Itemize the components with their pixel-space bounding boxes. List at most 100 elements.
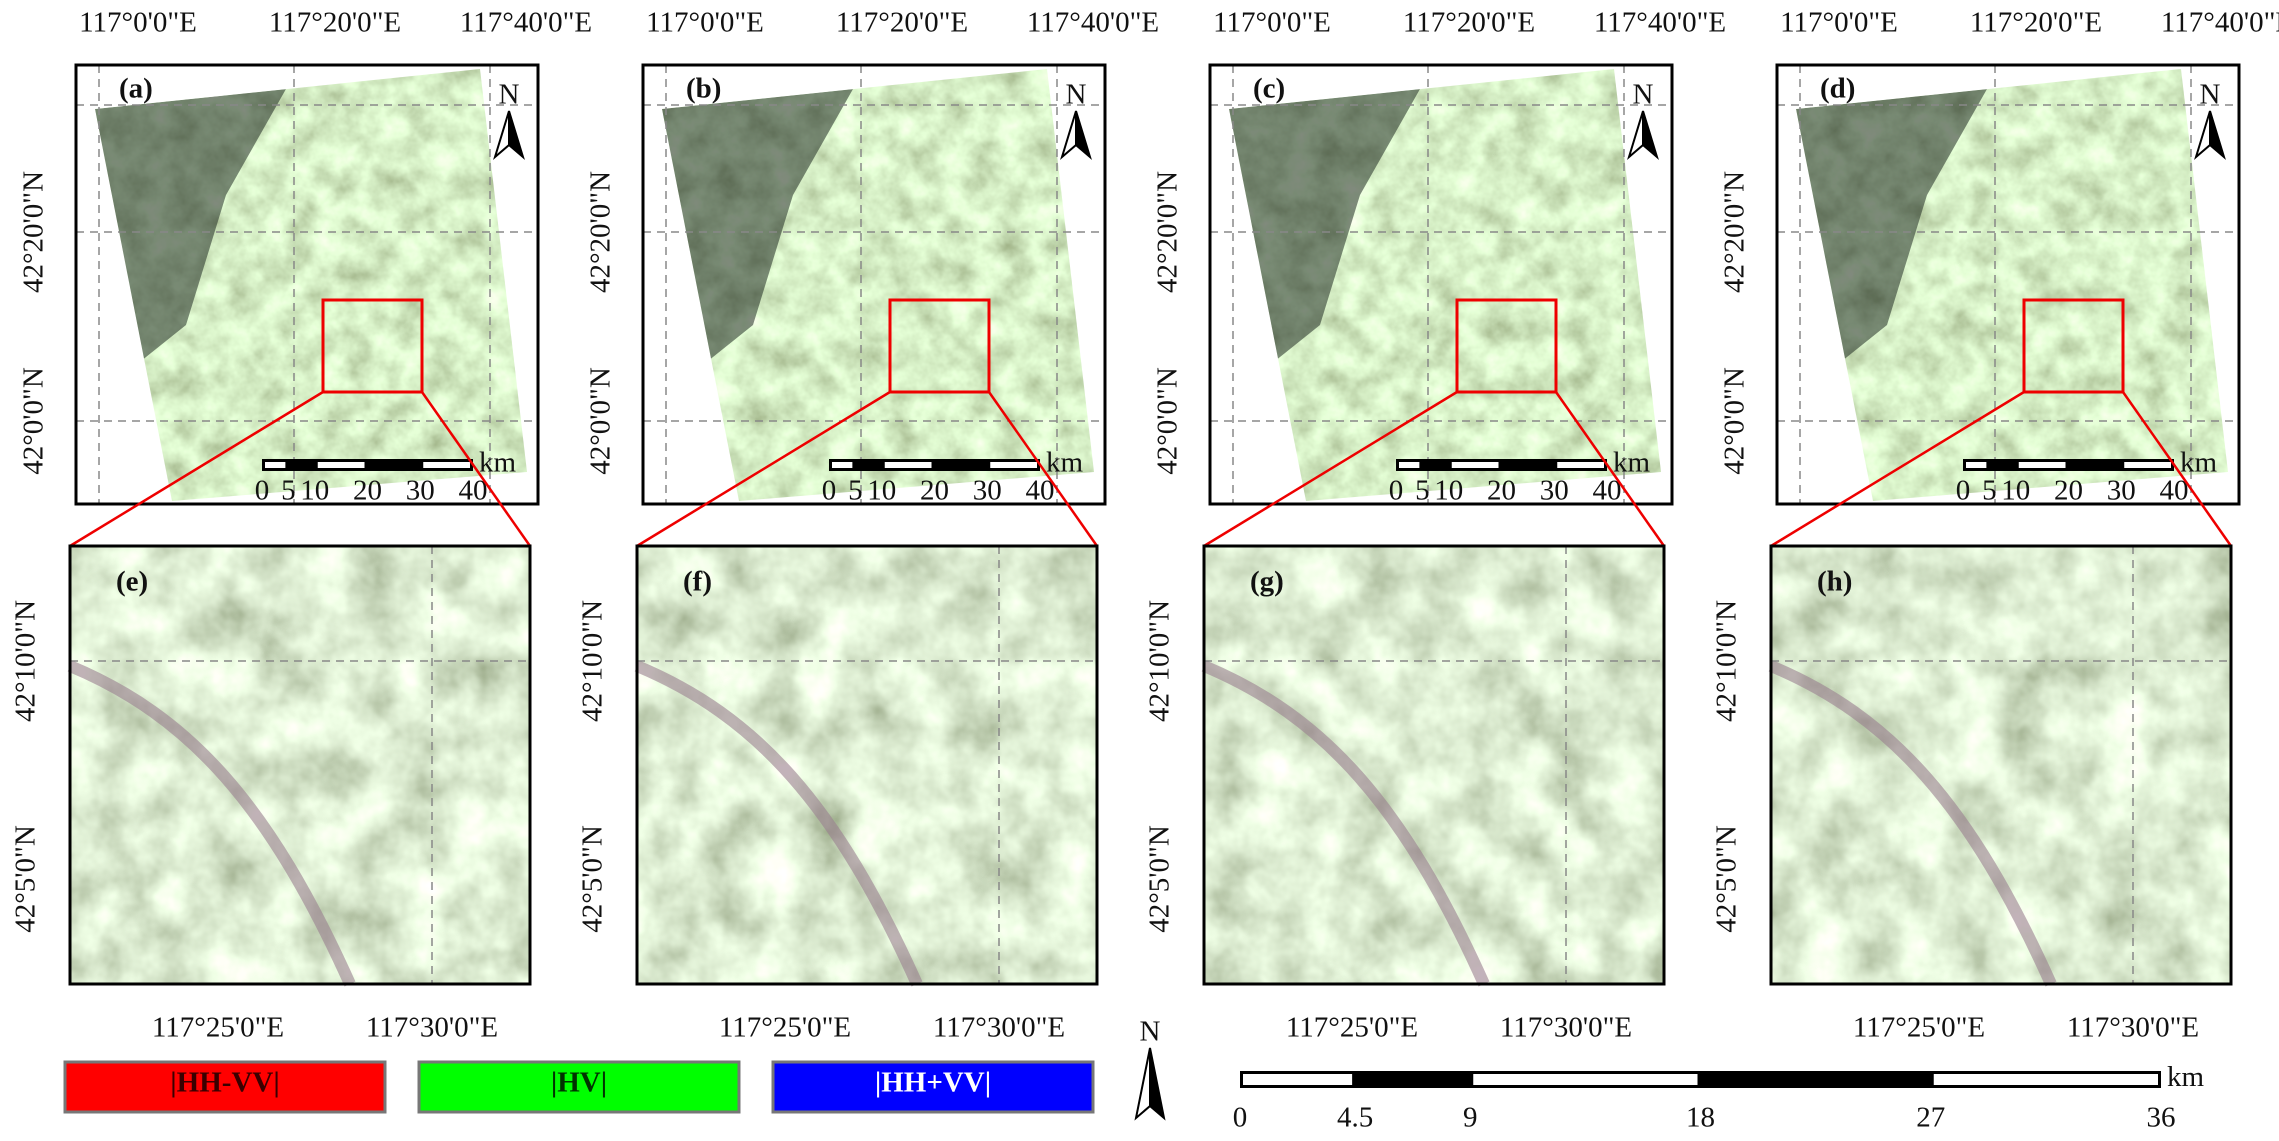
scale-label: 36: [2147, 1102, 2176, 1134]
scale-segment: [265, 462, 286, 468]
north-label: N: [2200, 79, 2221, 111]
scale-label: 5: [281, 475, 296, 507]
north-arrow: [1149, 1047, 1166, 1121]
scale-segment: [2124, 462, 2171, 468]
x-tick-label: 117°0'0"E: [646, 7, 764, 39]
x-tick-label: 117°25'0"E: [1853, 1012, 1985, 1044]
zoom-line: [1770, 390, 2025, 548]
panel-label: (e): [116, 566, 148, 598]
x-tick-label: 117°0'0"E: [1213, 7, 1331, 39]
scale-bar: [829, 459, 1040, 471]
scale-label: 0: [1956, 475, 1971, 507]
scale-segment: [1399, 462, 1420, 468]
zoom-line: [2121, 391, 2233, 547]
legend-box: [417, 1060, 741, 1114]
scale-label: 30: [406, 475, 435, 507]
zoom-line: [1554, 391, 1666, 547]
scale-bar: [1963, 459, 2174, 471]
scale-segment: [423, 462, 470, 468]
x-tick-label: 117°0'0"E: [79, 7, 197, 39]
panel-label: (b): [686, 73, 721, 105]
scale-label: 5: [1415, 475, 1430, 507]
legend-label: |HH+VV|: [875, 1067, 991, 1099]
north-label: N: [1140, 1016, 1161, 1048]
scale-unit: km: [2167, 1061, 2205, 1093]
north-arrow: [1075, 110, 1092, 160]
satellite-image: [1204, 546, 1664, 984]
zoom-line: [987, 391, 1099, 547]
y-tick-label: 42°10'0"N: [1711, 600, 1743, 722]
y-tick-label: 42°5'0"N: [1144, 825, 1176, 933]
scale-label: 0: [1389, 475, 1404, 507]
satellite-image: [1771, 546, 2231, 984]
scale-label: 27: [1916, 1102, 1945, 1134]
y-tick-label: 42°0'0"N: [1719, 367, 1751, 475]
y-tick-label: 42°20'0"N: [18, 171, 50, 293]
x-tick-label: 117°20'0"E: [269, 7, 401, 39]
y-tick-label: 42°10'0"N: [1144, 600, 1176, 722]
scale-unit: km: [1046, 447, 1084, 479]
scale-label: 20: [1487, 475, 1516, 507]
scale-label: 18: [1686, 1102, 1715, 1134]
scale-label: 10: [300, 475, 329, 507]
dark-forest: [1796, 89, 1987, 365]
panel-label: (a): [119, 73, 153, 105]
scale-label: 0: [255, 475, 270, 507]
x-tick-label: 117°25'0"E: [719, 1012, 851, 1044]
north-label: N: [499, 79, 520, 111]
river: [1201, 660, 1490, 987]
scale-label: 10: [867, 475, 896, 507]
x-tick-label: 117°40'0"E: [1027, 7, 1159, 39]
scale-segment: [1473, 1074, 1698, 1085]
legend-label: |HV|: [551, 1067, 607, 1099]
panel-label: (c): [1253, 73, 1285, 105]
zoom-line: [1203, 390, 1458, 548]
frame: [635, 544, 1099, 986]
zoom-box: [2022, 298, 2125, 394]
frame: [68, 544, 532, 986]
x-tick-label: 117°0'0"E: [1780, 7, 1898, 39]
y-tick-label: 42°10'0"N: [10, 600, 42, 722]
scale-label: 20: [920, 475, 949, 507]
legend-box: [63, 1060, 387, 1114]
scale-segment: [1933, 1074, 2158, 1085]
y-tick-label: 42°5'0"N: [577, 825, 609, 933]
y-tick-label: 42°20'0"N: [585, 171, 617, 293]
zoom-box: [321, 298, 424, 394]
north-label: N: [1633, 79, 1654, 111]
river: [1768, 660, 2057, 987]
x-tick-label: 117°30'0"E: [1500, 1012, 1632, 1044]
scale-unit: km: [479, 447, 517, 479]
panel-label: (f): [683, 566, 712, 598]
scale-segment: [990, 462, 1037, 468]
scale-label: 30: [2107, 475, 2136, 507]
y-tick-label: 42°5'0"N: [10, 825, 42, 933]
x-tick-label: 117°40'0"E: [460, 7, 592, 39]
scale-segment: [884, 462, 932, 468]
scale-label: 5: [1982, 475, 1997, 507]
scale-bar: [1240, 1071, 2161, 1088]
frame: [1775, 63, 2241, 506]
scale-label: 20: [353, 475, 382, 507]
y-tick-label: 42°20'0"N: [1719, 171, 1751, 293]
scale-segment: [2018, 462, 2066, 468]
scale-segment: [832, 462, 853, 468]
north-arrow: [508, 110, 525, 160]
scale-segment: [1557, 462, 1604, 468]
scale-label: 10: [2001, 475, 2030, 507]
x-tick-label: 117°30'0"E: [366, 1012, 498, 1044]
frame: [1202, 544, 1666, 986]
x-tick-label: 117°20'0"E: [836, 7, 968, 39]
scale-segment: [1243, 1074, 1353, 1085]
scale-bar: [1396, 459, 1607, 471]
x-tick-label: 117°25'0"E: [152, 1012, 284, 1044]
dark-forest: [662, 89, 853, 365]
panel-label: (d): [1820, 73, 1855, 105]
y-tick-label: 42°0'0"N: [585, 367, 617, 475]
x-tick-label: 117°20'0"E: [1403, 7, 1535, 39]
frame: [1769, 544, 2233, 986]
scale-label: 9: [1463, 1102, 1478, 1134]
dark-forest: [95, 89, 286, 365]
scale-label: 30: [1540, 475, 1569, 507]
